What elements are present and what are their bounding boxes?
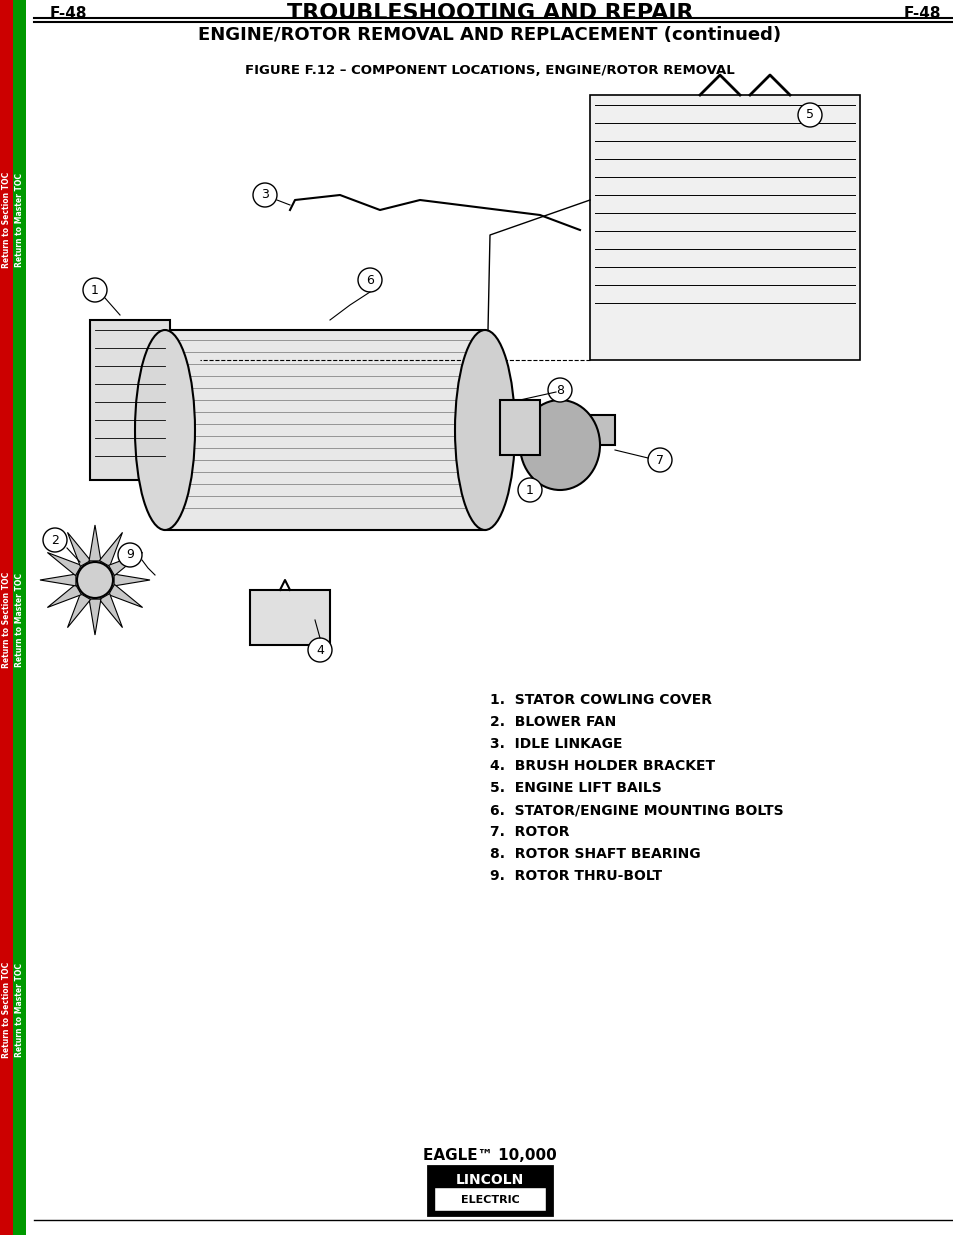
Text: Return to Master TOC: Return to Master TOC — [15, 963, 24, 1057]
Text: 7: 7 — [656, 453, 663, 467]
Text: 5: 5 — [805, 109, 813, 121]
Bar — [250, 590, 330, 645]
Polygon shape — [99, 532, 122, 567]
Text: ENGINE/ROTOR REMOVAL AND REPLACEMENT (continued): ENGINE/ROTOR REMOVAL AND REPLACEMENT (co… — [198, 26, 781, 44]
Text: F-48: F-48 — [903, 6, 941, 21]
Ellipse shape — [519, 400, 599, 490]
Polygon shape — [114, 574, 150, 585]
Text: FIGURE F.12 – COMPONENT LOCATIONS, ENGINE/ROTOR REMOVAL: FIGURE F.12 – COMPONENT LOCATIONS, ENGIN… — [245, 63, 734, 77]
Polygon shape — [109, 552, 143, 576]
Circle shape — [308, 638, 332, 662]
Bar — [589, 95, 859, 359]
Text: Return to Section TOC: Return to Section TOC — [2, 572, 11, 668]
Circle shape — [83, 278, 107, 303]
Text: F-48: F-48 — [50, 6, 88, 21]
Bar — [13, 0, 26, 1235]
Polygon shape — [68, 594, 91, 627]
Text: 1: 1 — [91, 284, 99, 296]
Text: Return to Master TOC: Return to Master TOC — [15, 573, 24, 667]
Polygon shape — [68, 532, 91, 567]
Polygon shape — [89, 525, 101, 561]
Polygon shape — [89, 599, 101, 635]
Text: 4.  BRUSH HOLDER BRACKET: 4. BRUSH HOLDER BRACKET — [490, 760, 715, 773]
Text: 2.  BLOWER FAN: 2. BLOWER FAN — [490, 715, 616, 729]
Text: Return to Master TOC: Return to Master TOC — [15, 173, 24, 267]
Text: 9: 9 — [126, 548, 133, 562]
FancyBboxPatch shape — [428, 1166, 552, 1215]
Bar — [34, 80, 913, 680]
Text: 3: 3 — [261, 189, 269, 201]
Circle shape — [357, 268, 381, 291]
Circle shape — [517, 478, 541, 501]
Circle shape — [118, 543, 142, 567]
Polygon shape — [48, 584, 81, 608]
Bar — [26, 0, 34, 1235]
Bar — [484, 415, 615, 445]
FancyBboxPatch shape — [434, 1187, 545, 1212]
Text: 7.  ROTOR: 7. ROTOR — [490, 825, 569, 839]
Text: 8: 8 — [556, 384, 563, 396]
Bar — [499, 400, 539, 454]
Bar — [0, 0, 13, 1235]
Text: 6: 6 — [366, 273, 374, 287]
Circle shape — [547, 378, 572, 403]
Bar — [90, 320, 170, 480]
Text: ®: ® — [490, 1193, 497, 1202]
Text: TROUBLESHOOTING AND REPAIR: TROUBLESHOOTING AND REPAIR — [287, 2, 693, 23]
Text: EAGLE™ 10,000: EAGLE™ 10,000 — [423, 1147, 557, 1162]
Text: 6.  STATOR/ENGINE MOUNTING BOLTS: 6. STATOR/ENGINE MOUNTING BOLTS — [490, 803, 782, 818]
Text: 5.  ENGINE LIFT BAILS: 5. ENGINE LIFT BAILS — [490, 781, 661, 795]
Polygon shape — [99, 594, 122, 627]
Polygon shape — [109, 584, 143, 608]
Text: 1: 1 — [525, 483, 534, 496]
Circle shape — [253, 183, 276, 207]
Circle shape — [43, 529, 67, 552]
Ellipse shape — [135, 330, 194, 530]
Text: Return to Section TOC: Return to Section TOC — [2, 172, 11, 268]
Text: ELECTRIC: ELECTRIC — [460, 1195, 518, 1205]
Bar — [165, 330, 484, 530]
Text: 9.  ROTOR THRU-BOLT: 9. ROTOR THRU-BOLT — [490, 869, 661, 883]
Polygon shape — [40, 574, 76, 585]
Ellipse shape — [455, 330, 515, 530]
Circle shape — [647, 448, 671, 472]
Text: 8.  ROTOR SHAFT BEARING: 8. ROTOR SHAFT BEARING — [490, 847, 700, 861]
Text: 1.  STATOR COWLING COVER: 1. STATOR COWLING COVER — [490, 693, 711, 706]
Circle shape — [797, 103, 821, 127]
Text: 4: 4 — [315, 643, 324, 657]
Text: LINCOLN: LINCOLN — [456, 1173, 523, 1187]
Text: 3.  IDLE LINKAGE: 3. IDLE LINKAGE — [490, 737, 622, 751]
Polygon shape — [48, 552, 81, 576]
Circle shape — [77, 562, 112, 598]
Text: 2: 2 — [51, 534, 59, 547]
Text: Return to Section TOC: Return to Section TOC — [2, 962, 11, 1058]
